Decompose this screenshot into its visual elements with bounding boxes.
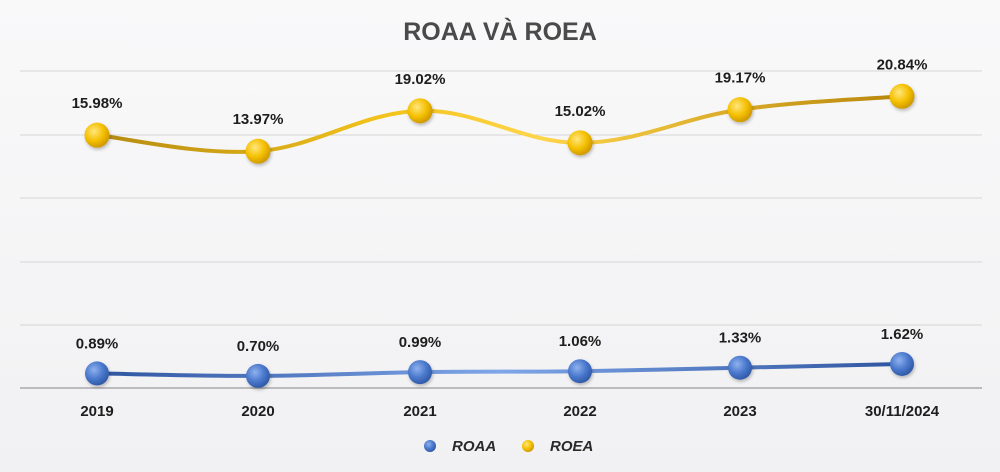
x-tick-label-2020: 2020 (241, 403, 274, 420)
legend-item-roaa: ROAA (412, 438, 496, 455)
roaa-data-label-2021: 0.99% (399, 334, 442, 351)
x-axis-ticks: 2019 2020 2021 2022 2023 30/11/2024 (80, 403, 939, 420)
series-lines (95, 94, 904, 378)
gridlines (20, 70, 982, 389)
roaa-data-label-2019: 0.89% (76, 335, 119, 352)
roea-data-label-2023: 19.17% (715, 70, 766, 87)
x-tick-label-2022: 2022 (563, 403, 596, 420)
data-points (84, 83, 915, 388)
x-tick-label-2019: 2019 (80, 403, 113, 420)
x-tick-label-2021: 2021 (403, 403, 436, 420)
roea-data-label-30-11-2024: 20.84% (877, 56, 928, 73)
roea-point-2022 (567, 130, 593, 156)
roea-point-2021 (407, 98, 433, 124)
roaa-data-label-2020: 0.70% (237, 338, 280, 355)
roea-point-2019 (84, 122, 110, 148)
legend-label-roaa: ROAA (452, 438, 496, 455)
legend-marker-roea (522, 440, 534, 452)
roea-data-label-2020: 13.97% (233, 111, 284, 128)
legend-item-roea: ROEA (510, 438, 593, 455)
roaa-data-label-30-11-2024: 1.62% (881, 326, 924, 343)
roea-series-line (95, 94, 904, 154)
data-labels: 0.89% 0.70% 0.99% 1.06% 1.33% 1.62% 15.98% 13.9… (72, 56, 928, 355)
roea-point-2023 (727, 97, 753, 123)
roea-data-label-2022: 15.02% (555, 103, 606, 120)
roea-data-label-2019: 15.98% (72, 95, 123, 112)
roaa-point-2022 (568, 359, 592, 384)
roaa-data-label-2022: 1.06% (559, 333, 602, 350)
roea-data-label-2021: 19.02% (395, 71, 446, 88)
legend-label-roea: ROEA (550, 438, 593, 455)
roaa-series-line (95, 361, 904, 378)
legend-marker-roaa (424, 440, 436, 452)
roaa-point-2021 (408, 360, 432, 385)
roaa-point-30-11-2024 (890, 351, 914, 376)
roaa-point-2019 (85, 361, 109, 386)
roea-point-30-11-2024 (889, 83, 915, 109)
roaa-point-2020 (246, 363, 270, 388)
legend: ROAA ROEA (412, 438, 593, 455)
roea-point-2020 (245, 138, 271, 164)
roaa-data-label-2023: 1.33% (719, 330, 762, 347)
chart-title: ROAA VÀ ROEA (403, 17, 597, 46)
x-tick-label-30-11-2024: 30/11/2024 (865, 403, 940, 420)
x-tick-label-2023: 2023 (723, 403, 756, 420)
roaa-point-2023 (728, 355, 752, 380)
